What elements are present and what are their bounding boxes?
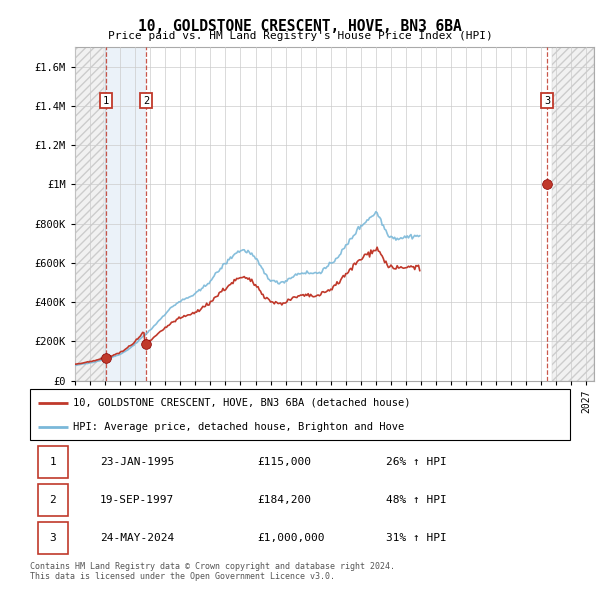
Text: Contains HM Land Registry data © Crown copyright and database right 2024.
This d: Contains HM Land Registry data © Crown c… bbox=[30, 562, 395, 581]
Text: 2: 2 bbox=[143, 96, 149, 106]
Text: HPI: Average price, detached house, Brighton and Hove: HPI: Average price, detached house, Brig… bbox=[73, 422, 404, 432]
Text: 10, GOLDSTONE CRESCENT, HOVE, BN3 6BA (detached house): 10, GOLDSTONE CRESCENT, HOVE, BN3 6BA (d… bbox=[73, 398, 410, 408]
Text: £115,000: £115,000 bbox=[257, 457, 311, 467]
Text: 19-SEP-1997: 19-SEP-1997 bbox=[100, 495, 175, 505]
FancyBboxPatch shape bbox=[38, 446, 68, 478]
FancyBboxPatch shape bbox=[38, 522, 68, 554]
Text: 23-JAN-1995: 23-JAN-1995 bbox=[100, 457, 175, 467]
Text: 31% ↑ HPI: 31% ↑ HPI bbox=[386, 533, 447, 543]
Text: 2: 2 bbox=[50, 495, 56, 505]
Bar bbox=[552, 47, 594, 381]
Bar bbox=[552, 47, 594, 381]
FancyBboxPatch shape bbox=[38, 484, 68, 516]
Text: 48% ↑ HPI: 48% ↑ HPI bbox=[386, 495, 447, 505]
Bar bbox=[104, 47, 146, 381]
Text: £1,000,000: £1,000,000 bbox=[257, 533, 324, 543]
Bar bbox=[75, 47, 104, 381]
Bar bbox=[75, 47, 104, 381]
Text: 3: 3 bbox=[544, 96, 550, 106]
Text: 3: 3 bbox=[50, 533, 56, 543]
FancyBboxPatch shape bbox=[30, 389, 570, 440]
Text: 1: 1 bbox=[50, 457, 56, 467]
Text: Price paid vs. HM Land Registry's House Price Index (HPI): Price paid vs. HM Land Registry's House … bbox=[107, 31, 493, 41]
Text: 1: 1 bbox=[103, 96, 109, 106]
Text: 10, GOLDSTONE CRESCENT, HOVE, BN3 6BA: 10, GOLDSTONE CRESCENT, HOVE, BN3 6BA bbox=[138, 19, 462, 34]
Text: 26% ↑ HPI: 26% ↑ HPI bbox=[386, 457, 447, 467]
Text: £184,200: £184,200 bbox=[257, 495, 311, 505]
Text: 24-MAY-2024: 24-MAY-2024 bbox=[100, 533, 175, 543]
